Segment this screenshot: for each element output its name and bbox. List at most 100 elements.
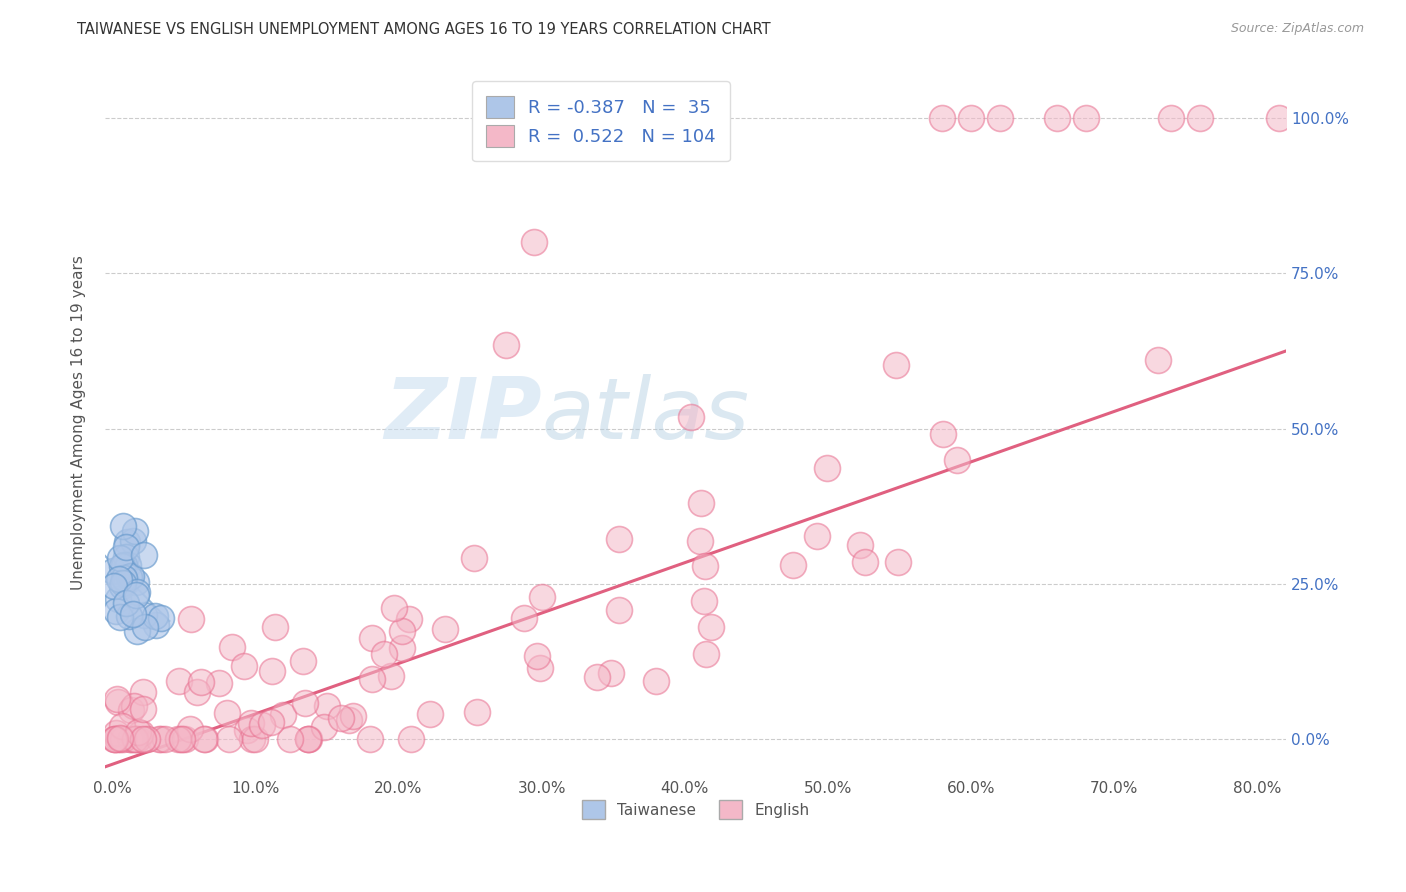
Point bbox=[104, 731, 127, 746]
Point bbox=[294, 697, 316, 711]
Point bbox=[115, 596, 138, 610]
Point bbox=[124, 731, 146, 746]
Point bbox=[190, 675, 212, 690]
Point bbox=[693, 559, 716, 574]
Point bbox=[853, 555, 876, 569]
Point bbox=[150, 610, 173, 624]
Point bbox=[419, 706, 441, 721]
Point bbox=[132, 702, 155, 716]
Point bbox=[134, 620, 156, 634]
Point bbox=[111, 575, 134, 590]
Point bbox=[607, 603, 630, 617]
Point bbox=[101, 564, 124, 578]
Point bbox=[931, 111, 953, 125]
Point bbox=[243, 731, 266, 746]
Point bbox=[240, 731, 263, 746]
Point bbox=[127, 731, 149, 746]
Point bbox=[361, 672, 384, 686]
Point bbox=[104, 604, 127, 618]
Point bbox=[236, 723, 259, 738]
Point bbox=[122, 534, 145, 549]
Point bbox=[104, 731, 127, 746]
Point bbox=[124, 698, 146, 713]
Point bbox=[233, 659, 256, 673]
Point bbox=[240, 716, 263, 731]
Point bbox=[1189, 111, 1212, 125]
Point bbox=[297, 731, 319, 746]
Point bbox=[108, 731, 131, 745]
Point bbox=[314, 720, 336, 734]
Point bbox=[316, 698, 339, 713]
Point bbox=[988, 111, 1011, 125]
Point bbox=[495, 337, 517, 351]
Point bbox=[110, 731, 132, 746]
Point bbox=[193, 731, 215, 746]
Point bbox=[104, 726, 127, 740]
Point bbox=[218, 731, 240, 746]
Point bbox=[329, 711, 352, 725]
Point bbox=[131, 685, 153, 699]
Point bbox=[1046, 111, 1069, 125]
Point bbox=[148, 731, 170, 746]
Point bbox=[127, 725, 149, 739]
Point bbox=[170, 731, 193, 746]
Point bbox=[586, 670, 609, 684]
Point bbox=[465, 706, 488, 720]
Point bbox=[111, 519, 134, 533]
Point bbox=[117, 570, 139, 584]
Point bbox=[342, 709, 364, 723]
Point bbox=[112, 558, 135, 572]
Point bbox=[600, 666, 623, 681]
Point bbox=[107, 695, 129, 709]
Point bbox=[399, 731, 422, 746]
Point bbox=[297, 731, 319, 746]
Point bbox=[1074, 111, 1097, 125]
Point bbox=[132, 731, 155, 746]
Point bbox=[127, 731, 149, 746]
Point bbox=[107, 731, 129, 746]
Point bbox=[194, 731, 217, 746]
Point bbox=[689, 534, 711, 549]
Point bbox=[278, 731, 301, 746]
Point bbox=[132, 608, 155, 623]
Text: Source: ZipAtlas.com: Source: ZipAtlas.com bbox=[1230, 22, 1364, 36]
Point bbox=[699, 619, 721, 633]
Point bbox=[946, 453, 969, 467]
Text: atlas: atlas bbox=[541, 374, 749, 457]
Point bbox=[111, 559, 134, 574]
Point bbox=[382, 600, 405, 615]
Point bbox=[530, 590, 553, 604]
Point bbox=[186, 685, 208, 699]
Point bbox=[129, 726, 152, 740]
Point bbox=[111, 579, 134, 593]
Point bbox=[136, 731, 159, 746]
Point bbox=[380, 669, 402, 683]
Legend: Taiwanese, English: Taiwanese, English bbox=[575, 794, 815, 825]
Point bbox=[127, 584, 149, 599]
Point bbox=[298, 731, 321, 746]
Point bbox=[179, 723, 201, 737]
Point bbox=[111, 719, 134, 733]
Point bbox=[112, 731, 135, 746]
Point bbox=[463, 550, 485, 565]
Point bbox=[273, 707, 295, 722]
Text: ZIP: ZIP bbox=[384, 374, 541, 457]
Point bbox=[1160, 111, 1182, 125]
Point bbox=[118, 731, 141, 746]
Point bbox=[398, 612, 420, 626]
Point bbox=[782, 558, 804, 572]
Point bbox=[260, 665, 283, 679]
Point bbox=[170, 731, 193, 746]
Point bbox=[391, 641, 413, 656]
Point bbox=[337, 713, 360, 727]
Point bbox=[108, 572, 131, 586]
Point bbox=[884, 359, 907, 373]
Point bbox=[529, 661, 551, 675]
Point bbox=[644, 674, 666, 689]
Point bbox=[607, 533, 630, 547]
Point bbox=[250, 718, 273, 732]
Point bbox=[208, 676, 231, 690]
Point bbox=[391, 624, 413, 639]
Point bbox=[180, 611, 202, 625]
Point bbox=[120, 731, 142, 746]
